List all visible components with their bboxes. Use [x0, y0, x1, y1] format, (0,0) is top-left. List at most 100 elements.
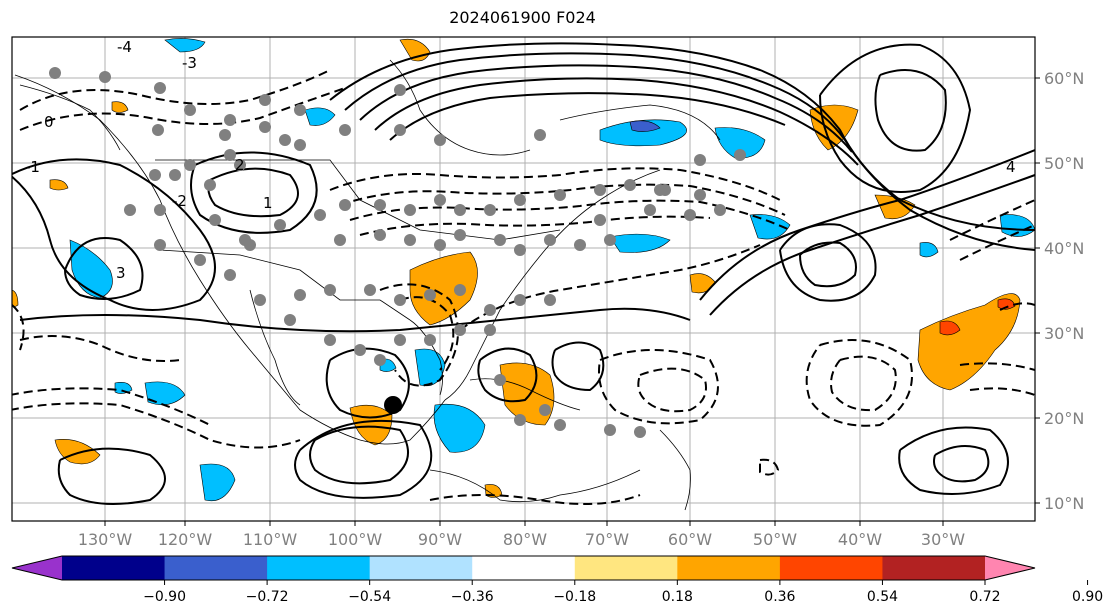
station-marker: [339, 199, 351, 211]
orange-region: [111, 101, 129, 113]
station-marker: [434, 134, 446, 146]
lon-tick-label: 50°W: [753, 530, 797, 549]
station-marker: [324, 334, 336, 346]
station-marker: [514, 414, 526, 426]
station-marker: [149, 169, 161, 181]
contour-label: -1: [25, 158, 40, 176]
station-marker: [684, 209, 696, 221]
blue-region: [114, 382, 133, 394]
solid-contour: [359, 64, 853, 153]
coastline: [19, 84, 121, 151]
station-marker: [454, 284, 466, 296]
station-markers: [49, 67, 746, 438]
contour-value-labels: -4 -3 -2 -1 0 1 2 3 4: [25, 38, 1016, 282]
station-marker: [394, 294, 406, 306]
coastline: [155, 159, 561, 241]
station-marker: [324, 284, 336, 296]
colorbar-segment: [882, 556, 986, 580]
contour-label: -2: [172, 192, 187, 210]
solid-contour: [374, 77, 859, 166]
station-marker: [554, 189, 566, 201]
dashed-contour: [949, 199, 1035, 241]
station-marker: [224, 149, 236, 161]
station-marker: [454, 204, 466, 216]
solid-contour: [799, 241, 857, 288]
dashed-contour: [399, 296, 455, 371]
lat-tick-label: 60°N: [1044, 69, 1084, 88]
blue-region: [629, 120, 661, 132]
lat-tick-label: 20°N: [1044, 409, 1084, 428]
dashed-contour: [959, 362, 1035, 371]
blue-region: [714, 127, 766, 159]
blue-region: [164, 38, 206, 53]
station-marker: [544, 294, 556, 306]
station-marker: [374, 229, 386, 241]
solid-contour: [12, 158, 216, 311]
lon-tick-label: 80°W: [503, 530, 547, 549]
coastline: [249, 289, 301, 406]
orange-region: [12, 289, 19, 307]
station-marker: [374, 199, 386, 211]
station-marker: [734, 149, 746, 161]
station-marker: [454, 229, 466, 241]
dashed-contour: [12, 304, 25, 351]
solid-contour: [898, 426, 1009, 495]
colorbar-tick-label: −0.72: [246, 589, 289, 605]
station-marker: [694, 189, 706, 201]
lon-tick-label: 70°W: [585, 530, 629, 549]
colorbar-segment: [369, 556, 473, 580]
dashed-contour: [12, 387, 211, 426]
station-marker: [424, 334, 436, 346]
colorbar-tick-label: −0.18: [553, 589, 596, 605]
station-marker: [404, 204, 416, 216]
station-marker: [424, 289, 436, 301]
longitude-axis: 130°W 120°W 110°W 100°W 90°W 80°W 70°W 60°W 50°W…: [78, 521, 965, 549]
station-marker: [124, 204, 136, 216]
station-marker: [594, 214, 606, 226]
dashed-contour: [12, 402, 301, 449]
dashed-contour: [19, 335, 181, 362]
blue-region: [144, 381, 186, 406]
station-marker: [284, 314, 296, 326]
station-marker: [314, 209, 326, 221]
contour-label: 0: [44, 113, 54, 131]
solid-contour: [309, 425, 409, 485]
station-marker: [294, 104, 306, 116]
colorbar-segment: [677, 556, 781, 580]
lon-tick-label: 90°W: [418, 530, 462, 549]
blue-region: [433, 403, 486, 453]
solid-contour: [933, 445, 990, 483]
solid-contour: [874, 69, 947, 152]
station-marker: [49, 67, 61, 79]
station-marker: [654, 184, 666, 196]
colorbar-segment: [164, 556, 268, 580]
station-marker: [634, 426, 646, 438]
station-marker: [259, 121, 271, 133]
orange-region: [409, 251, 478, 326]
colorbar-segment: [472, 556, 576, 580]
station-marker: [339, 124, 351, 136]
station-marker: [224, 269, 236, 281]
station-marker: [334, 234, 346, 246]
blue-region: [199, 463, 236, 502]
orange-region: [917, 293, 1021, 391]
colorbar-tick-label: −0.54: [348, 589, 391, 605]
station-marker: [544, 234, 556, 246]
station-marker: [594, 184, 606, 196]
station-marker: [194, 254, 206, 266]
station-marker: [539, 404, 551, 416]
colorbar-segment: [574, 556, 678, 580]
station-marker: [204, 179, 216, 191]
colorbar-tick-label: 0.90: [1072, 589, 1103, 605]
station-marker: [394, 124, 406, 136]
lon-tick-label: 100°W: [328, 530, 383, 549]
colorbar-outline: [11, 555, 1036, 581]
solid-contour: [57, 447, 166, 505]
coastline: [444, 169, 661, 401]
dashed-contour: [969, 387, 1035, 396]
latitude-axis: 60°N 50°N 40°N 30°N 20°N 10°N: [1035, 69, 1084, 513]
coastline: [659, 429, 691, 511]
orange-region: [939, 320, 961, 336]
station-marker: [484, 204, 496, 216]
